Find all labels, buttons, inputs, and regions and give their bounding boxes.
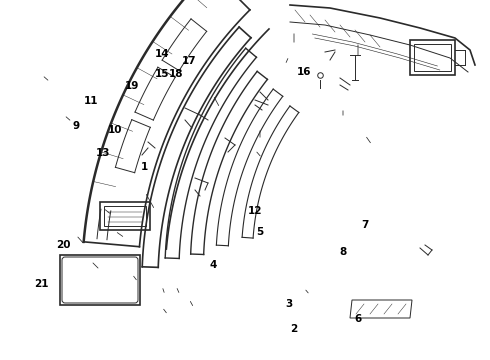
Text: 8: 8 xyxy=(340,247,346,257)
Text: 10: 10 xyxy=(108,125,122,135)
Text: 14: 14 xyxy=(154,49,169,59)
Text: 16: 16 xyxy=(296,67,311,77)
Text: 12: 12 xyxy=(247,206,262,216)
Text: 18: 18 xyxy=(169,69,184,79)
Text: 13: 13 xyxy=(96,148,110,158)
Text: 3: 3 xyxy=(286,299,293,309)
Text: 19: 19 xyxy=(125,81,140,91)
Text: 1: 1 xyxy=(141,162,148,172)
Bar xyxy=(60,255,140,305)
Bar xyxy=(100,202,150,230)
Bar xyxy=(414,44,451,71)
Text: 11: 11 xyxy=(83,96,98,106)
Text: 9: 9 xyxy=(73,121,79,131)
Text: 5: 5 xyxy=(256,227,263,237)
Bar xyxy=(410,40,455,75)
Text: 21: 21 xyxy=(34,279,49,289)
Text: 6: 6 xyxy=(354,314,361,324)
Text: 15: 15 xyxy=(154,69,169,79)
Text: 7: 7 xyxy=(361,220,369,230)
Text: 2: 2 xyxy=(291,324,297,334)
Bar xyxy=(104,206,146,226)
Text: 20: 20 xyxy=(56,240,71,250)
Text: 17: 17 xyxy=(181,56,196,66)
Text: 4: 4 xyxy=(209,260,217,270)
